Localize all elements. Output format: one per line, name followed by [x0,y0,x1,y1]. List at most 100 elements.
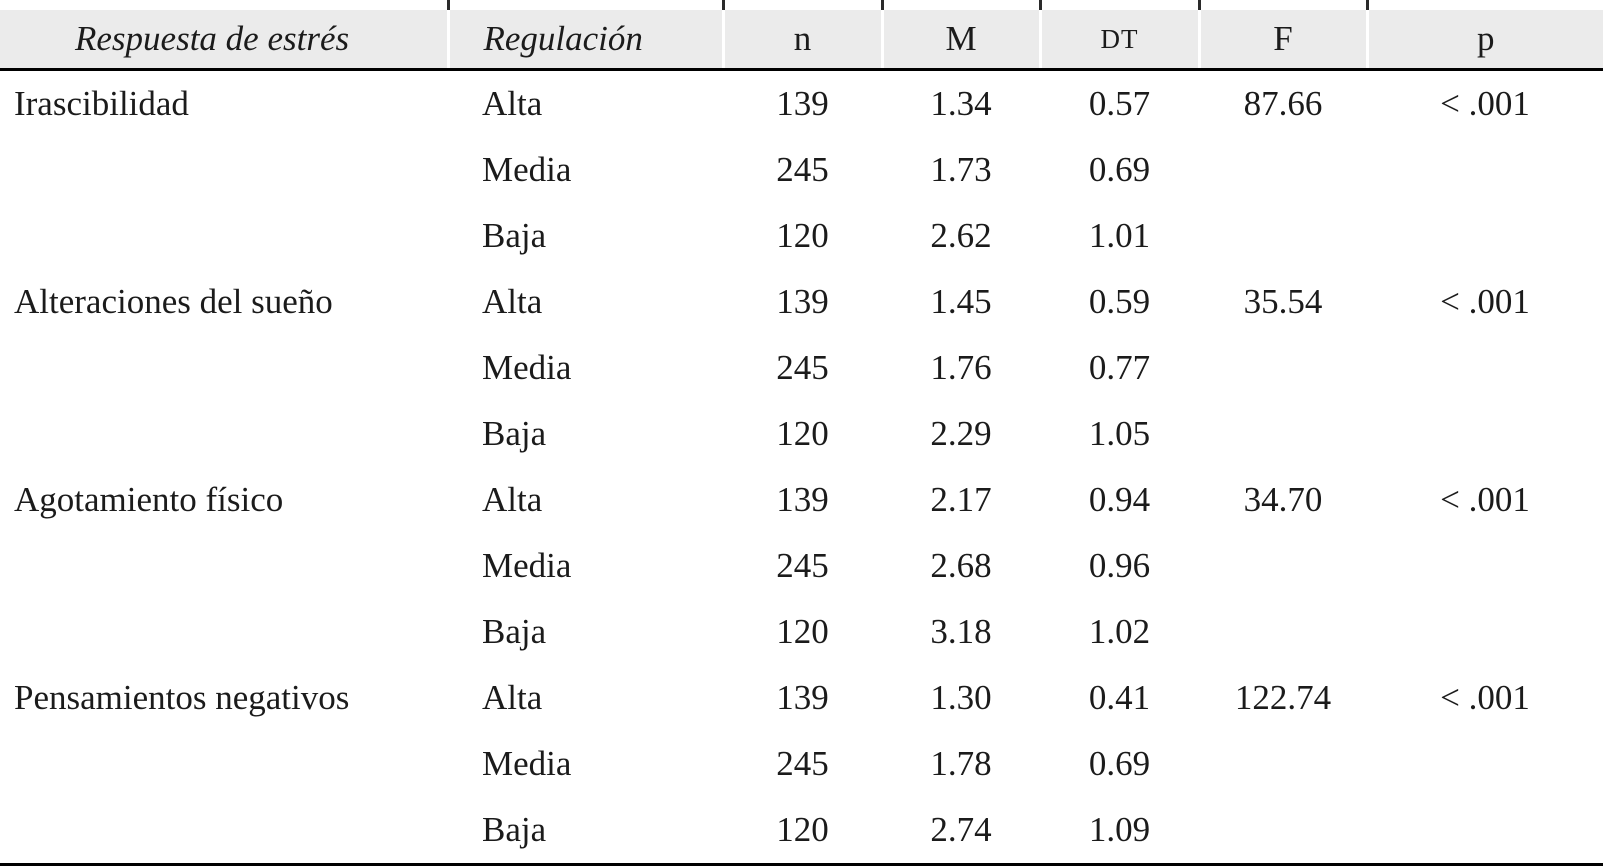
cell-f: 87.66 [1243,84,1323,123]
table-row: Media 245 1.78 0.69 [0,731,1603,797]
cell-regulacion: Media [482,150,572,189]
cell-p [1367,401,1603,467]
table-row: Baja 120 2.29 1.05 [0,401,1603,467]
cell-n: 245 [776,744,829,783]
cell-f [1199,401,1367,467]
cell-respuesta: Agotamiento físico [14,480,284,519]
cell-p [1367,137,1603,203]
cell-m: 2.68 [930,546,992,585]
cell-dt: 1.02 [1088,612,1151,651]
cell-n: 139 [776,678,829,717]
cell-n: 120 [776,414,829,453]
cell-p [1367,533,1603,599]
cell-respuesta [0,599,448,665]
cell-regulacion: Baja [482,612,547,651]
table-row: Baja 120 2.74 1.09 [0,797,1603,866]
cell-p: < .001 [1440,84,1530,123]
cell-regulacion: Baja [448,797,723,866]
table-row: Media 245 1.73 0.69 [0,137,1603,203]
cell-dt: 0.69 [1088,744,1151,783]
cell-respuesta [0,203,448,269]
cell-f [1199,203,1367,269]
cell-dt: 1.09 [1040,797,1199,866]
cell-regulacion: Media [482,348,572,387]
cell-m: 2.17 [930,480,992,519]
col-header-p: p [1365,0,1603,71]
cell-m: 2.29 [930,414,992,453]
cell-dt: 1.05 [1088,414,1151,453]
col-header-respuesta: Respuesta de estrés [0,10,448,71]
cell-n: 120 [723,797,882,866]
cell-f [1199,335,1367,401]
table-row: Media 245 1.76 0.77 [0,335,1603,401]
table-row: Irascibilidad Alta 139 1.34 0.57 87.66 < .001 [0,70,1603,138]
cell-respuesta [0,731,448,797]
cell-m: 1.73 [930,150,992,189]
cell-f: 35.54 [1243,282,1323,321]
table-row: Baja 120 3.18 1.02 [0,599,1603,665]
cell-m: 3.18 [930,612,992,651]
col-header-regulacion: Regulación [446,0,723,71]
table-row: Alteraciones del sueño Alta 139 1.45 0.59 35.… [0,269,1603,335]
cell-regulacion: Baja [482,414,547,453]
col-header-n: n [721,0,882,71]
cell-n: 139 [776,282,829,321]
cell-dt: 0.41 [1088,678,1151,717]
cell-p [1367,335,1603,401]
cell-dt: 0.94 [1088,480,1151,519]
cell-respuesta [0,797,448,866]
table-row: Media 245 2.68 0.96 [0,533,1603,599]
cell-p: < .001 [1440,282,1530,321]
cell-respuesta: Alteraciones del sueño [14,282,333,321]
cell-m: 1.78 [930,744,992,783]
cell-p [1367,599,1603,665]
cell-f [1199,599,1367,665]
table-header: Respuesta de estrés Regulación n M DT F … [0,0,1603,71]
cell-m: 2.74 [882,797,1040,866]
cell-respuesta [0,401,448,467]
cell-respuesta [0,137,448,203]
header-row: Respuesta de estrés Regulación n M DT F … [0,0,1603,71]
cell-dt: 1.01 [1088,216,1151,255]
cell-respuesta: Irascibilidad [14,84,189,123]
col-header-dt: DT [1038,0,1199,71]
cell-p [1367,731,1603,797]
cell-n: 120 [776,216,829,255]
cell-regulacion: Alta [482,84,543,123]
cell-regulacion: Alta [482,282,543,321]
cell-respuesta [0,533,448,599]
cell-dt: 0.96 [1088,546,1151,585]
cell-n: 120 [776,612,829,651]
table-body: Irascibilidad Alta 139 1.34 0.57 87.66 < .001 M… [0,70,1603,866]
cell-dt: 0.69 [1088,150,1151,189]
cell-f [1199,797,1367,866]
cell-regulacion: Media [482,744,572,783]
table-row: Baja 120 2.62 1.01 [0,203,1603,269]
cell-f [1199,137,1367,203]
col-header-f: F [1197,0,1367,71]
cell-p: < .001 [1440,678,1530,717]
cell-respuesta [0,335,448,401]
cell-f: 34.70 [1243,480,1323,519]
cell-p: < .001 [1440,480,1530,519]
cell-regulacion: Media [482,546,572,585]
col-header-m: M [880,0,1040,71]
cell-dt: 0.77 [1088,348,1151,387]
cell-n: 245 [776,150,829,189]
cell-dt: 0.59 [1088,282,1151,321]
cell-n: 139 [776,480,829,519]
cell-n: 139 [776,84,829,123]
cell-m: 1.45 [930,282,992,321]
cell-respuesta: Pensamientos negativos [14,678,350,717]
cell-m: 1.76 [930,348,992,387]
cell-dt: 0.57 [1088,84,1151,123]
cell-p [1367,797,1603,866]
table-row: Agotamiento físico Alta 139 2.17 0.94 34.70 < … [0,467,1603,533]
cell-f [1199,533,1367,599]
cell-regulacion: Alta [482,480,543,519]
cell-n: 245 [776,546,829,585]
cell-m: 1.34 [930,84,992,123]
cell-regulacion: Alta [482,678,543,717]
cell-p [1367,203,1603,269]
